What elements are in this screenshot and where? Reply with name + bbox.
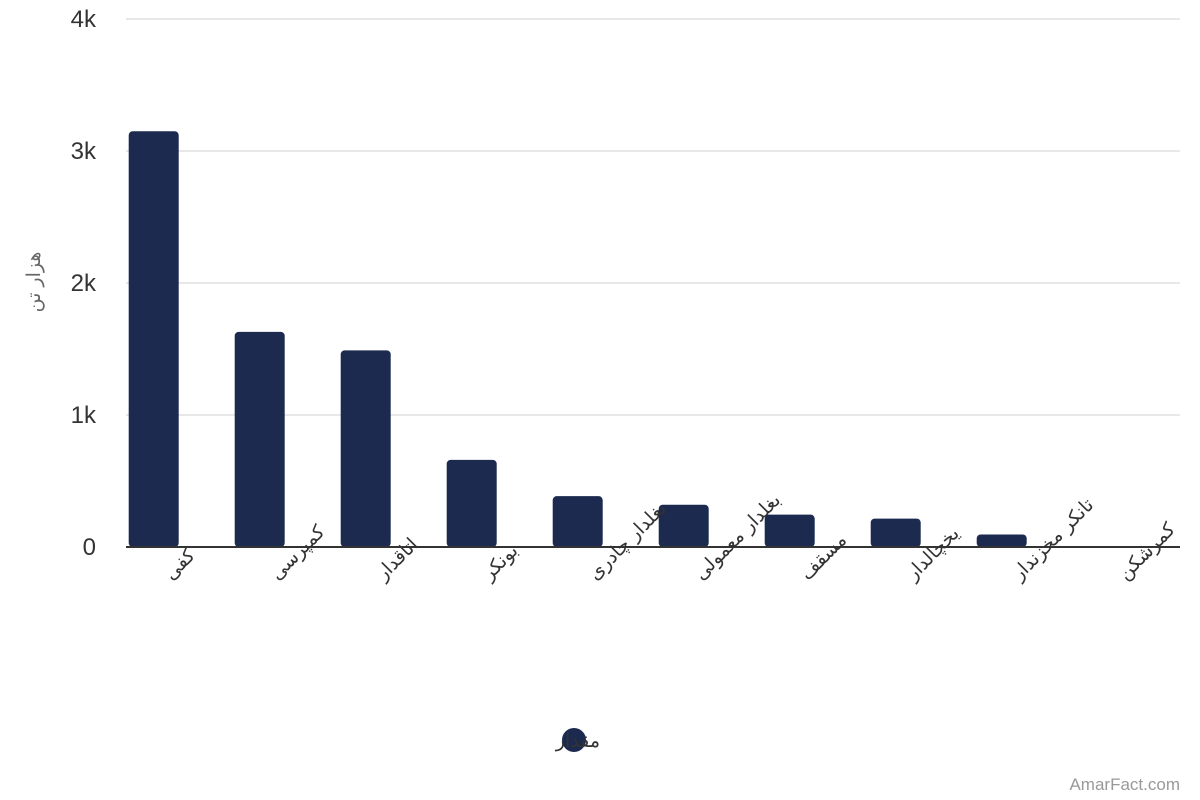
bar[interactable] [976, 534, 1027, 547]
y-tick-label: 0 [83, 534, 96, 561]
bar[interactable] [128, 131, 179, 547]
grid-lines [126, 18, 1180, 416]
bars [128, 131, 1133, 547]
bar[interactable] [764, 514, 815, 547]
y-axis-title: هزار تن [23, 252, 45, 313]
y-axis-ticks: 0 1k 2k 3k 4k [71, 6, 97, 561]
y-tick-label: 2k [71, 270, 97, 297]
x-tick-label: کفی [160, 544, 201, 585]
bar[interactable] [340, 350, 391, 547]
bar[interactable] [870, 518, 921, 547]
legend-label: مقدار [555, 730, 600, 752]
y-tick-label: 4k [71, 6, 97, 33]
credit-text[interactable]: AmarFact.com [1069, 775, 1180, 794]
x-tick-label: کمرشکن [1114, 518, 1181, 585]
bar[interactable] [234, 331, 285, 547]
y-tick-label: 1k [71, 402, 97, 429]
legend[interactable]: مقدار [555, 728, 600, 752]
bar[interactable] [446, 459, 497, 547]
bar[interactable] [658, 504, 709, 547]
legend-swatch [562, 728, 586, 752]
bar[interactable] [552, 496, 603, 547]
y-tick-label: 3k [71, 138, 97, 165]
